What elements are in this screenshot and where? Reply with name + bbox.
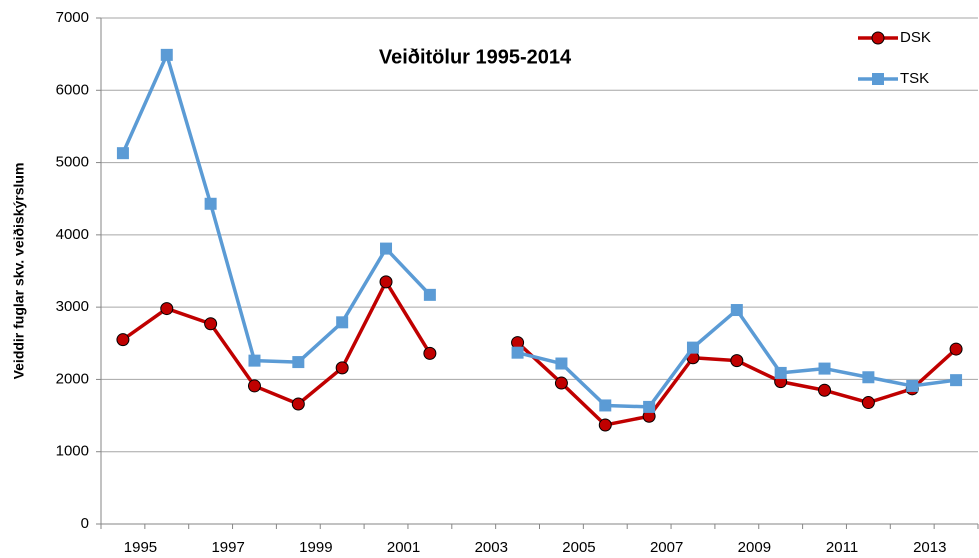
point	[599, 399, 612, 412]
legend-label: TSK	[900, 70, 929, 87]
point	[872, 73, 884, 85]
y-tick-label: 0	[81, 515, 89, 532]
x-tick-label: 2007	[650, 539, 683, 556]
y-tick-label: 2000	[56, 370, 89, 387]
point	[160, 302, 174, 316]
x-tick-label: 1999	[299, 539, 332, 556]
y-tick-label: 1000	[56, 443, 89, 460]
legend-label: DSK	[900, 29, 931, 46]
y-tick-label: 6000	[56, 81, 89, 98]
point	[335, 361, 349, 375]
x-tick-label: 2011	[826, 539, 858, 556]
point	[160, 48, 173, 61]
x-tick-label: 2001	[387, 539, 420, 556]
point	[861, 396, 875, 410]
point	[555, 357, 568, 370]
chart-title: Veiðitölur 1995-2014	[379, 46, 572, 68]
point	[379, 275, 393, 289]
y-tick-label: 4000	[56, 226, 89, 243]
point	[686, 341, 699, 354]
point	[336, 316, 349, 329]
series-line	[121, 280, 958, 427]
y-axis-label: Veiddir fuglar skv. veiðiskýrslum	[11, 163, 27, 380]
x-tick-label: 1997	[211, 539, 244, 556]
x-tick-label: 2013	[913, 539, 946, 556]
point	[730, 354, 744, 368]
point	[818, 362, 831, 375]
point	[598, 418, 612, 432]
x-tick-label: 2009	[738, 539, 771, 556]
x-tick-label: 2003	[475, 539, 508, 556]
point	[291, 397, 305, 411]
point	[871, 31, 885, 45]
point	[247, 379, 261, 393]
point	[204, 197, 217, 210]
point	[818, 383, 832, 397]
point	[423, 288, 436, 301]
point	[730, 304, 743, 317]
series-line	[121, 53, 957, 409]
point	[862, 371, 875, 384]
y-tick-label: 3000	[56, 298, 89, 315]
point	[204, 317, 218, 331]
point	[949, 342, 963, 356]
point	[643, 400, 656, 413]
point	[116, 147, 129, 160]
point	[511, 346, 524, 359]
point	[554, 376, 568, 390]
point	[950, 374, 963, 387]
x-tick-label: 1995	[124, 539, 157, 556]
point	[774, 366, 787, 379]
point	[248, 354, 261, 367]
point	[906, 379, 919, 392]
point	[423, 346, 437, 360]
point	[116, 333, 130, 347]
y-tick-label: 5000	[56, 154, 89, 171]
x-tick-label: 2005	[562, 539, 595, 556]
y-tick-label: 7000	[56, 9, 89, 26]
point	[380, 242, 393, 255]
point	[292, 356, 305, 369]
